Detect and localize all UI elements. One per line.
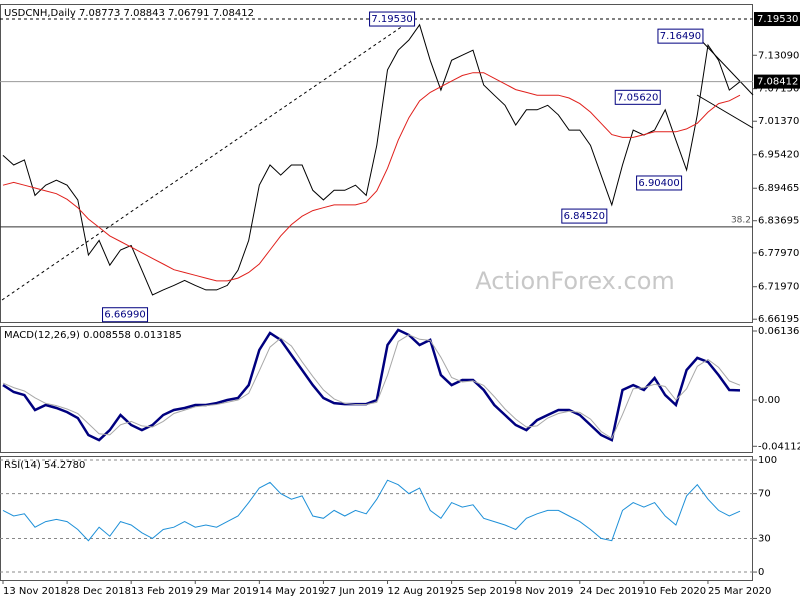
x-tick-label: 28 Dec 2018 <box>67 586 131 597</box>
annotation-box <box>102 307 149 323</box>
y-tick-label: 7.01370 <box>758 116 799 127</box>
annotation-box <box>614 89 661 105</box>
annotation-box <box>636 175 683 191</box>
panel-title: RSI(14) 54.2780 <box>4 460 85 471</box>
y-tick-label: 0.00 <box>758 395 780 406</box>
y-tick-label: 100 <box>758 455 777 466</box>
price-label: 7.08412 <box>757 77 798 88</box>
x-tick-label: 8 Nov 2019 <box>516 586 574 597</box>
x-tick-label: 13 Feb 2019 <box>131 586 193 597</box>
rsi-panel <box>0 456 753 581</box>
fib-label: 38.2 <box>731 215 751 225</box>
series-line <box>2 479 741 542</box>
x-tick-label: 10 Feb 2020 <box>644 586 706 597</box>
price-panel <box>0 4 753 323</box>
x-tick-label: 25 Mar 2020 <box>708 586 771 597</box>
channel-line <box>696 94 754 129</box>
y-tick-label: 6.89465 <box>758 183 799 194</box>
watermark: ActionForex.com <box>475 267 675 295</box>
series-line <box>2 334 741 440</box>
y-tick-label: 6.95420 <box>758 150 799 161</box>
price-label-box <box>754 12 800 27</box>
x-tick-label: 29 Mar 2019 <box>195 586 258 597</box>
y-tick-label: 70 <box>758 489 771 500</box>
panel-title: USDCNH,Daily 7.08773 7.08843 7.06791 7.0… <box>4 8 254 19</box>
annotation-label: 7.19530 <box>371 14 412 25</box>
price-label-box <box>754 74 800 89</box>
y-tick-label: 7.07150 <box>758 84 799 95</box>
channel-line <box>696 35 754 96</box>
y-tick-label: 6.66195 <box>758 314 799 325</box>
y-tick-label: 6.83695 <box>758 216 799 227</box>
y-tick-label: 7.13090 <box>758 50 799 61</box>
annotation-label: 6.90400 <box>638 178 679 189</box>
x-tick-label: 14 May 2019 <box>259 586 324 597</box>
series-line <box>2 72 741 282</box>
y-tick-label: 0.061363 <box>758 326 800 337</box>
annotation-box <box>561 208 608 224</box>
x-tick-label: 13 Nov 2018 <box>3 586 67 597</box>
macd-panel <box>0 326 753 453</box>
y-tick-label: 6.71970 <box>758 282 799 293</box>
y-tick-label: -0.041124 <box>758 441 800 452</box>
trend-line <box>1 18 414 301</box>
series-line <box>2 328 741 442</box>
panel-title: MACD(12,26,9) 0.008558 0.013185 <box>4 330 182 341</box>
annotation-label: 7.05620 <box>617 92 658 103</box>
y-tick-label: 6.77970 <box>758 248 799 259</box>
x-tick-label: 12 Aug 2019 <box>388 586 452 597</box>
price-label: 7.19530 <box>757 14 798 25</box>
y-tick-label: 0 <box>758 567 764 578</box>
x-tick-label: 27 Jun 2019 <box>323 586 383 597</box>
y-tick-label: 30 <box>758 533 771 544</box>
series-line <box>2 23 741 296</box>
x-tick-label: 25 Sep 2019 <box>452 586 515 597</box>
annotation-label: 6.66990 <box>104 310 145 321</box>
annotation-box <box>657 28 704 44</box>
x-tick-label: 24 Dec 2019 <box>580 586 644 597</box>
annotation-label: 7.16490 <box>660 31 701 42</box>
annotation-box <box>369 11 416 27</box>
annotation-label: 6.84520 <box>564 211 605 222</box>
